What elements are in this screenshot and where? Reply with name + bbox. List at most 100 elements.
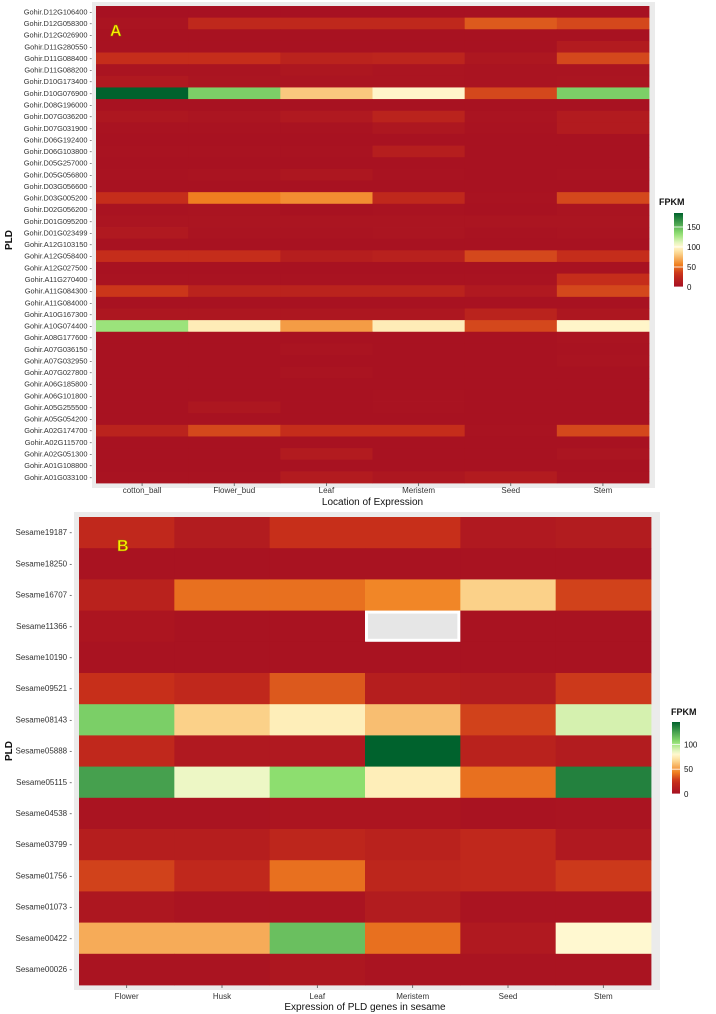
heatmap-cell	[269, 766, 366, 799]
heatmap-cell	[372, 75, 466, 88]
row-label: Gohir.A05G054200 -	[24, 415, 92, 424]
heatmap-cell	[174, 579, 271, 611]
row-label: Sesame04538 -	[16, 809, 73, 818]
heatmap-cell	[464, 110, 558, 123]
column-label: Stem	[594, 486, 613, 495]
heatmap-cell	[372, 110, 466, 123]
heatmap-cell	[79, 641, 175, 674]
heatmap-cell	[174, 673, 271, 705]
heatmap-cell	[460, 922, 557, 955]
row-label: Gohir.D03G056600 -	[24, 182, 93, 191]
heatmap-cell	[280, 238, 373, 251]
heatmap-cell	[280, 133, 373, 147]
heatmap-cell	[280, 64, 373, 77]
heatmap-cell	[372, 366, 466, 379]
heatmap-cell	[188, 401, 281, 414]
heatmap-cell	[280, 273, 373, 286]
heatmap-cell	[464, 192, 558, 205]
row-label: Sesame01073 -	[16, 903, 73, 912]
row-label: Gohir.D12G106400 -	[24, 7, 93, 16]
heatmap-cell	[96, 192, 189, 205]
heatmap-cell	[96, 40, 189, 53]
heatmap-cell	[96, 366, 189, 379]
row-label: Gohir.D11G088400 -	[24, 54, 92, 63]
heatmap-cell	[280, 436, 373, 449]
heatmap-cell	[372, 355, 466, 368]
row-label: Sesame16707 -	[16, 591, 73, 600]
heatmap-cell	[174, 922, 271, 955]
heatmap-cell	[556, 401, 650, 414]
column-label: Leaf	[310, 992, 326, 1001]
heatmap-cell	[96, 157, 189, 170]
row-label: Sesame10190 -	[16, 653, 73, 662]
heatmap-cell	[96, 87, 189, 100]
heatmap-cell	[372, 261, 466, 274]
heatmap-cell	[96, 413, 189, 426]
heatmap-cell	[460, 673, 557, 705]
heatmap-cell	[372, 273, 466, 286]
heatmap-cell	[96, 424, 189, 437]
legend-title: FPKM	[659, 197, 685, 207]
heatmap-cell	[280, 459, 373, 472]
heatmap-cell	[96, 285, 189, 298]
legend-tick-label: 100	[684, 740, 698, 749]
heatmap-cell	[365, 735, 461, 767]
heatmap-cell	[79, 673, 175, 705]
heatmap-cell	[188, 87, 281, 100]
heatmap-cell	[464, 145, 558, 158]
row-label: Gohir.A02G115700 -	[25, 438, 93, 447]
heatmap-cell	[464, 75, 558, 88]
row-label: Gohir.A01G108800 -	[24, 461, 92, 470]
heatmap-cell	[79, 766, 175, 799]
row-label: Sesame09521 -	[16, 684, 73, 693]
heatmap-cell	[464, 308, 558, 321]
heatmap-cell	[79, 704, 175, 736]
heatmap-cell	[372, 459, 466, 472]
heatmap-cell	[269, 610, 366, 643]
heatmap-cell	[280, 343, 373, 356]
row-label: Gohir.D08G196000 -	[24, 100, 93, 109]
heatmap-cell	[555, 953, 652, 986]
heatmap-cell	[280, 99, 373, 112]
heatmap-cell	[556, 343, 650, 356]
heatmap-cell	[188, 308, 281, 321]
heatmap-cell	[280, 308, 373, 321]
heatmap-cell	[79, 579, 175, 611]
heatmap-cell	[188, 459, 281, 472]
heatmap-cell	[556, 180, 650, 193]
heatmap-cell	[280, 6, 373, 19]
row-label: Gohir.D12G058300 -	[24, 19, 93, 28]
heatmap-cell	[372, 203, 466, 216]
heatmap-cell	[556, 227, 650, 240]
row-label: Gohir.A06G185800 -	[24, 380, 92, 389]
heatmap-cell	[188, 238, 281, 251]
heatmap-cell	[188, 471, 281, 484]
heatmap-cell	[556, 471, 650, 484]
heatmap-cell	[556, 261, 650, 274]
heatmap-cell	[96, 459, 189, 472]
heatmap-cell	[555, 860, 652, 892]
legend-title: FPKM	[671, 707, 697, 717]
heatmap-cell	[280, 110, 373, 123]
heatmap-cell	[269, 704, 366, 736]
heatmap-cell	[556, 285, 650, 298]
heatmap-cell	[464, 87, 558, 100]
row-label: Gohir.A10G167300 -	[24, 310, 92, 319]
x-axis-title: Location of Expression	[322, 497, 423, 508]
heatmap-cell	[556, 145, 650, 158]
heatmap-cell	[96, 52, 189, 65]
heatmap-cell	[556, 320, 650, 333]
heatmap-cell	[96, 343, 189, 356]
row-label: Gohir.A07G027800 -	[24, 368, 92, 377]
y-axis-title: PLD	[4, 230, 15, 250]
heatmap-cell	[556, 366, 650, 379]
heatmap-cell	[464, 296, 558, 309]
row-label: Sesame11366 -	[16, 622, 72, 631]
heatmap-cell	[556, 296, 650, 309]
heatmap-cell	[269, 673, 366, 705]
heatmap-a: Gohir.D12G106400 - Gohir.D12G058300 - Gohi…	[4, 2, 701, 508]
heatmap-cell	[96, 378, 189, 391]
heatmap-cell	[174, 548, 271, 580]
panel-label: A	[110, 23, 122, 40]
heatmap-cell	[464, 180, 558, 193]
